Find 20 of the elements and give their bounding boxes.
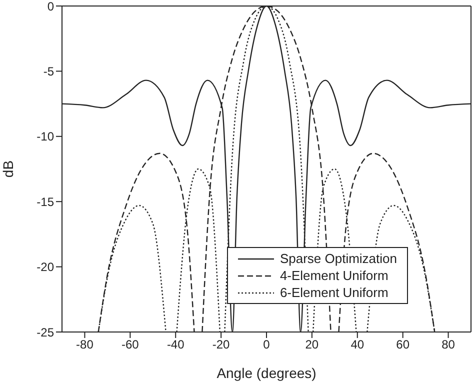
- x-tick-label: -40: [166, 338, 185, 352]
- x-tick-label: -60: [121, 338, 140, 352]
- x-tick-label: 20: [305, 338, 319, 352]
- x-axis-title: Angle (degrees): [216, 365, 316, 381]
- legend-label: 6-Element Uniform: [280, 284, 388, 301]
- x-tick-label: -20: [212, 338, 230, 352]
- legend-label: 4-Element Uniform: [280, 267, 388, 284]
- x-tick-label: 60: [396, 338, 410, 352]
- x-tick-label: 80: [442, 338, 456, 352]
- x-tick-label: -80: [76, 338, 94, 352]
- y-tick-label: -5: [43, 64, 54, 78]
- y-tick-label: -20: [36, 260, 54, 274]
- legend-label: Sparse Optimization: [280, 250, 397, 267]
- y-tick-label: -25: [36, 325, 54, 340]
- y-tick-label: 0: [47, 0, 54, 14]
- x-tick-label: 0: [263, 338, 270, 352]
- x-tick-label: 40: [350, 338, 364, 352]
- y-tick-label: -15: [36, 194, 54, 209]
- y-tick-label: -10: [36, 130, 54, 144]
- y-axis-title: dB: [0, 160, 16, 178]
